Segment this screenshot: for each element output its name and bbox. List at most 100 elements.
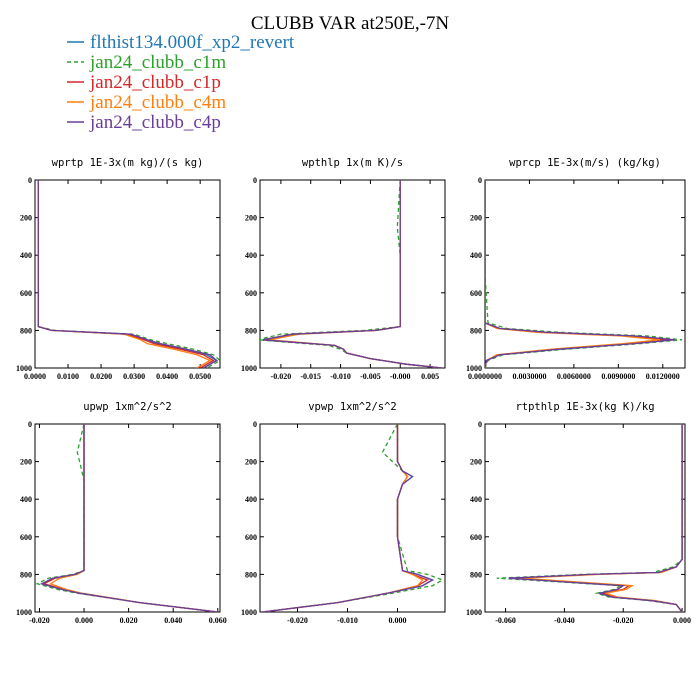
y-tick-label: 1000 — [241, 364, 257, 373]
y-tick-label: 800 — [20, 570, 32, 579]
series-line — [37, 180, 212, 368]
y-tick-label: 800 — [245, 570, 257, 579]
series-line — [262, 424, 435, 612]
series-line — [49, 424, 218, 612]
x-tick-label: 0.060 — [209, 616, 227, 625]
chart-panel: rtpthlp 1E-3x(kg K)/kg 0 200 400 600 800 1000 -… — [466, 401, 691, 625]
x-tick-label: -0.000 — [390, 372, 411, 381]
series-line — [485, 180, 675, 368]
x-tick-label: 0.000 — [75, 616, 93, 625]
y-tick-label: 800 — [470, 570, 482, 579]
x-tick-label: 0.040 — [164, 616, 182, 625]
y-tick-label: 1000 — [466, 364, 482, 373]
series-line — [485, 180, 671, 368]
x-tick-label: -0.020 — [29, 616, 50, 625]
series-line — [262, 424, 445, 612]
panel-title: wprtp 1E-3x(m kg)/(s kg) — [52, 157, 204, 169]
chart-panel: wprcp 1E-3x(m/s) (kg/kg) 0 200 400 600 800 100… — [466, 157, 686, 381]
panel-title: wprcp 1E-3x(m/s) (kg/kg) — [509, 157, 661, 169]
series-line — [39, 424, 218, 612]
y-tick-label: 400 — [470, 495, 482, 504]
y-tick-label: 0 — [478, 176, 482, 185]
x-tick-label: 0.000 — [389, 616, 407, 625]
y-tick-label: 600 — [20, 289, 32, 298]
y-tick-label: 800 — [20, 326, 32, 335]
series-line — [485, 180, 668, 368]
plot-frame — [34, 179, 221, 369]
y-tick-label: 1000 — [241, 608, 257, 617]
x-tick-label: 0.020 — [120, 616, 138, 625]
x-tick-label: -0.005 — [360, 372, 381, 381]
legend: flthist134.000f_xp2_revertjan24_clubb_c1… — [67, 32, 295, 133]
series-line — [37, 180, 215, 368]
series-line — [508, 424, 683, 612]
series-line — [262, 424, 430, 612]
plot-frame — [259, 423, 446, 613]
chart-panel: upwp 1xm^2/s^2 0 200 400 600 800 1000-0.020 0.0… — [16, 401, 227, 625]
legend-label: jan24_clubb_c1p — [89, 72, 221, 93]
x-tick-label: 0.0400 — [156, 372, 178, 381]
y-tick-label: 1000 — [16, 608, 32, 617]
series-line — [35, 424, 218, 612]
x-tick-label: 0.0000000 — [468, 372, 502, 381]
panel-title: wpthlp 1x(m K)/s — [302, 157, 403, 169]
y-tick-label: 800 — [245, 326, 257, 335]
plot-frame — [484, 423, 686, 613]
y-tick-label: 200 — [470, 214, 482, 223]
y-tick-label: 400 — [20, 495, 32, 504]
y-tick-label: 400 — [20, 251, 32, 260]
x-tick-label: -0.020 — [287, 616, 308, 625]
y-tick-label: 200 — [245, 214, 257, 223]
y-tick-label: 0 — [253, 420, 257, 429]
series-line — [262, 180, 443, 368]
chart-panel: vpwp 1xm^2/s^2 0 200 400 600 800 1000 -0.020 -0.… — [241, 401, 446, 625]
x-tick-label: 0.0120000 — [646, 372, 680, 381]
y-tick-label: 200 — [470, 458, 482, 467]
x-tick-label: 0.0060000 — [557, 372, 591, 381]
y-tick-label: 0 — [253, 176, 257, 185]
y-tick-label: 1000 — [16, 364, 32, 373]
y-tick-label: 400 — [245, 495, 257, 504]
y-tick-label: 200 — [20, 214, 32, 223]
y-tick-label: 1000 — [466, 608, 482, 617]
plot-frame — [34, 423, 221, 613]
y-tick-label: 600 — [245, 533, 257, 542]
series-line — [485, 180, 683, 368]
series-line — [37, 180, 220, 368]
legend-label: jan24_clubb_c1m — [89, 52, 226, 73]
x-tick-label: -0.015 — [300, 372, 321, 381]
x-tick-label: 0.0300 — [123, 372, 145, 381]
series-line — [268, 180, 443, 368]
chart-panel: wprtp 1E-3x(m kg)/(s kg) 0 200 400 600 800 100… — [16, 157, 221, 381]
y-tick-label: 600 — [20, 533, 32, 542]
series-line — [39, 424, 218, 612]
y-tick-label: 400 — [245, 251, 257, 260]
figure-title: CLUBB VAR at250E,-7N — [251, 13, 450, 34]
x-tick-label: -0.010 — [330, 372, 351, 381]
panel-title: rtpthlp 1E-3x(kg K)/kg — [515, 401, 654, 413]
series-line — [262, 180, 443, 368]
series-line — [262, 180, 443, 368]
x-tick-label: -0.040 — [554, 616, 575, 625]
panel-title: vpwp 1xm^2/s^2 — [308, 401, 397, 413]
y-tick-label: 0 — [28, 420, 32, 429]
x-tick-label: 0.0030000 — [512, 372, 546, 381]
y-tick-label: 400 — [470, 251, 482, 260]
x-tick-label: -0.060 — [495, 616, 516, 625]
y-tick-label: 600 — [470, 289, 482, 298]
x-tick-label: 0.0090000 — [601, 372, 635, 381]
plot-frame — [259, 179, 446, 369]
series-line — [260, 180, 443, 368]
x-tick-label: 0.0000 — [24, 372, 46, 381]
series-line — [42, 424, 218, 612]
x-tick-label: 0.005 — [421, 372, 439, 381]
x-tick-label: -0.020 — [271, 372, 292, 381]
x-tick-label: 0.0200 — [90, 372, 112, 381]
series-line — [262, 424, 424, 612]
legend-label: jan24_clubb_c4m — [89, 92, 226, 113]
y-tick-label: 0 — [28, 176, 32, 185]
x-tick-label: 0.000 — [673, 616, 691, 625]
chart-panel: wpthlp 1x(m K)/s02004006008001000-0.020-… — [241, 157, 446, 381]
x-tick-label: -0.020 — [613, 616, 634, 625]
